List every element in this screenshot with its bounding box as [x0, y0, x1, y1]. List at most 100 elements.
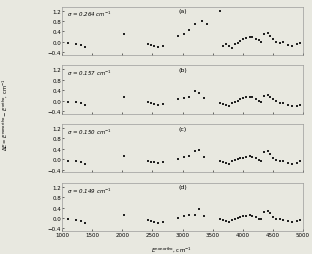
Point — [221, 218, 226, 222]
Point — [224, 43, 229, 47]
Point — [277, 217, 282, 221]
Point — [274, 100, 279, 104]
Point — [79, 44, 84, 48]
Point — [262, 210, 267, 214]
Point — [241, 97, 246, 101]
Point — [238, 98, 243, 102]
Point — [152, 220, 157, 224]
Point — [285, 44, 290, 48]
Point — [145, 218, 150, 222]
Point — [161, 103, 166, 107]
Point — [256, 39, 261, 43]
Point — [161, 220, 166, 224]
Point — [298, 159, 303, 163]
Point — [217, 217, 222, 221]
Point — [175, 35, 180, 39]
Point — [259, 159, 264, 163]
Point — [181, 33, 186, 37]
Point — [145, 43, 150, 47]
Point — [217, 10, 222, 14]
Point — [271, 156, 276, 160]
Point — [221, 160, 226, 164]
Point — [268, 95, 273, 99]
Point — [79, 219, 84, 223]
Point — [230, 102, 235, 106]
Point — [259, 217, 264, 221]
Point — [230, 160, 235, 164]
Point — [281, 102, 286, 106]
Point — [121, 213, 126, 217]
Text: (a): (a) — [178, 9, 187, 14]
Point — [294, 162, 299, 166]
Text: $\sigma$ = 0.157 cm$^{-1}$: $\sigma$ = 0.157 cm$^{-1}$ — [67, 69, 112, 78]
Point — [121, 33, 126, 37]
Point — [241, 215, 246, 219]
Point — [253, 98, 258, 102]
Point — [152, 161, 157, 165]
Point — [192, 214, 197, 218]
Point — [149, 44, 154, 48]
Point — [79, 102, 84, 106]
Point — [83, 221, 88, 225]
Point — [230, 46, 235, 50]
Point — [221, 44, 226, 49]
Point — [224, 161, 229, 165]
Point — [74, 218, 79, 222]
Point — [232, 217, 237, 221]
Text: $\Delta E = E^{\mathrm{nonortho}} - E^{\mathrm{ortho}}$, cm$^{-1}$: $\Delta E = E^{\mathrm{nonortho}} - E^{\… — [0, 78, 9, 150]
Point — [186, 214, 191, 218]
Point — [298, 104, 303, 108]
Point — [274, 158, 279, 162]
Point — [224, 103, 229, 107]
Point — [277, 159, 282, 163]
Point — [152, 45, 157, 49]
Point — [79, 160, 84, 164]
Point — [186, 95, 191, 99]
Point — [235, 158, 240, 162]
Point — [289, 44, 294, 49]
Point — [238, 40, 243, 44]
Point — [149, 102, 154, 106]
Point — [145, 159, 150, 163]
Point — [161, 161, 166, 165]
Point — [192, 22, 197, 26]
Point — [201, 97, 206, 101]
Point — [247, 154, 252, 158]
Point — [244, 214, 249, 218]
Point — [83, 104, 88, 108]
Point — [253, 38, 258, 42]
Point — [262, 94, 267, 99]
Point — [235, 42, 240, 46]
Point — [244, 155, 249, 159]
Point — [238, 156, 243, 160]
Point — [175, 98, 180, 102]
Point — [298, 218, 303, 222]
Point — [277, 42, 282, 46]
Point — [265, 32, 270, 36]
Point — [227, 45, 232, 49]
Point — [250, 96, 255, 100]
Point — [235, 216, 240, 220]
Point — [145, 101, 150, 105]
Point — [152, 103, 157, 107]
Point — [253, 156, 258, 161]
Point — [265, 149, 270, 153]
Point — [121, 154, 126, 158]
Point — [259, 41, 264, 45]
Point — [181, 214, 186, 218]
Point — [224, 219, 229, 223]
Point — [244, 37, 249, 41]
Point — [253, 215, 258, 219]
Text: $E^{\mathrm{nonortho}}$, cm$^{-1}$: $E^{\mathrm{nonortho}}$, cm$^{-1}$ — [151, 244, 192, 253]
Point — [181, 97, 186, 101]
Point — [250, 214, 255, 218]
Point — [186, 29, 191, 33]
Point — [156, 46, 161, 50]
Point — [298, 42, 303, 46]
Point — [289, 220, 294, 224]
Point — [281, 41, 286, 45]
Point — [156, 104, 161, 108]
Point — [83, 162, 88, 166]
Text: $\sigma$ = 0.149 cm$^{-1}$: $\sigma$ = 0.149 cm$^{-1}$ — [67, 186, 112, 195]
Point — [156, 221, 161, 225]
